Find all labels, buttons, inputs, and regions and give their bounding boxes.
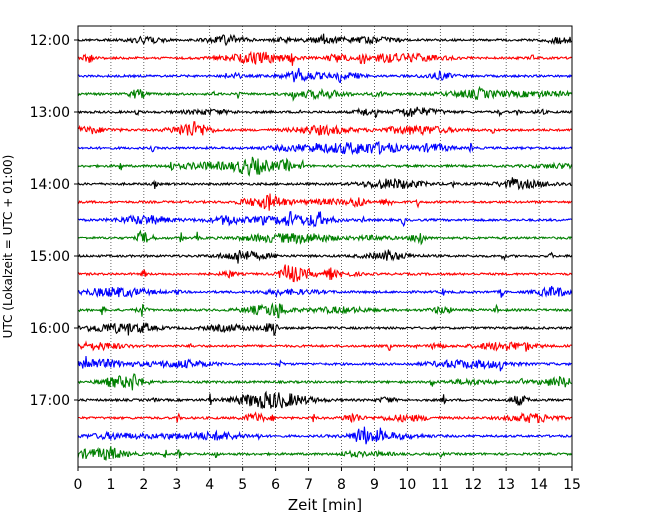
x-axis-label: Zeit [min] — [288, 496, 362, 514]
trace-1400 — [77, 177, 572, 191]
x-tick-label: 6 — [271, 477, 280, 493]
x-tick-label: 13 — [497, 477, 515, 493]
x-tick-label: 3 — [172, 477, 181, 493]
trace-1630 — [77, 355, 572, 372]
trace-1600 — [77, 322, 572, 337]
trace-1330 — [77, 141, 573, 156]
trace-1430 — [77, 210, 572, 228]
y-tick-label: 16:00 — [30, 321, 70, 337]
trace-1415 — [77, 193, 573, 211]
trace-1545 — [78, 302, 572, 319]
trace-1615 — [77, 340, 572, 352]
trace-1645 — [77, 373, 572, 391]
y-axis-ticks: 12:00 13:00 14:00 15:00 16:00 17:00 — [30, 33, 78, 409]
x-tick-label: 10 — [398, 477, 416, 493]
x-tick-label: 7 — [304, 477, 313, 493]
plot-frame — [77, 25, 573, 468]
y-tick-label: 12:00 — [30, 33, 70, 49]
trace-1200 — [77, 33, 572, 47]
x-tick-label: 14 — [530, 477, 548, 493]
x-tick-label: 0 — [74, 477, 83, 493]
y-tick-label: 15:00 — [30, 249, 70, 265]
y-tick-label: 17:00 — [30, 393, 70, 409]
y-axis-label: UTC (Lokalzeit = UTC + 01:00) — [1, 155, 15, 339]
x-tick-label: 1 — [106, 477, 115, 493]
x-tick-label: 9 — [370, 477, 379, 493]
x-tick-label: 2 — [139, 477, 148, 493]
trace-1445 — [77, 229, 572, 246]
trace-1500 — [77, 249, 573, 264]
trace-1715 — [77, 411, 572, 424]
y-tick-label: 14:00 — [30, 177, 70, 193]
trace-1345 — [77, 156, 573, 177]
trace-1315 — [77, 121, 572, 137]
trace-1215 — [77, 50, 572, 66]
x-tick-label: 5 — [238, 477, 247, 493]
x-tick-label: 12 — [464, 477, 482, 493]
x-tick-label: 11 — [431, 477, 449, 493]
trace-1230 — [77, 67, 573, 84]
y-tick-label: 13:00 — [30, 105, 70, 121]
trace-1730 — [77, 426, 573, 445]
trace-1245 — [77, 85, 573, 102]
x-tick-label: 15 — [563, 477, 581, 493]
trace-1530 — [77, 285, 573, 299]
x-tick-label: 8 — [337, 477, 346, 493]
seismic-traces — [77, 33, 573, 461]
trace-1700 — [77, 390, 572, 410]
trace-1300 — [77, 106, 573, 119]
x-tick-label: 4 — [205, 477, 214, 493]
x-axis-ticks: 0 1 2 3 4 5 6 7 8 9 10 11 12 13 14 15 — [74, 467, 581, 493]
trace-1515 — [77, 264, 573, 283]
trace-1745 — [77, 446, 573, 461]
